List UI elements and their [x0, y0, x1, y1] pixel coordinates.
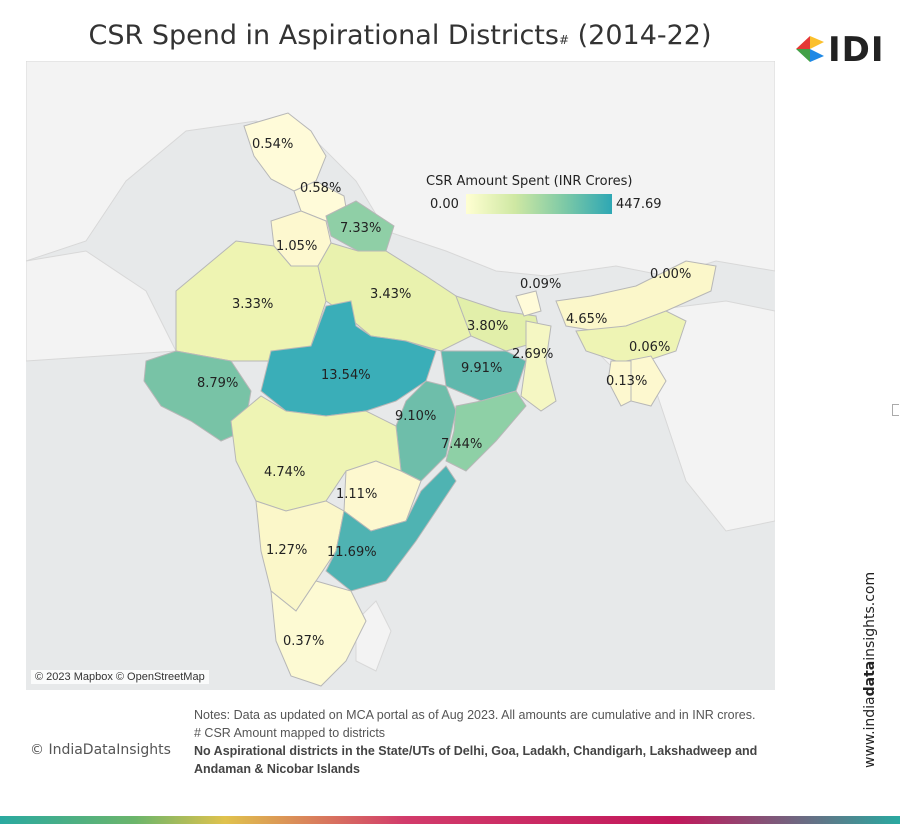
- copyright-text: © IndiaDataInsights: [30, 742, 171, 758]
- legend-max-value: 447.69: [616, 197, 662, 212]
- legend-min-value: 0.00: [430, 197, 459, 212]
- region-label: 0.58%: [300, 181, 342, 196]
- region-label: 7.33%: [340, 221, 382, 236]
- legend-color-scale: [466, 194, 612, 214]
- region-label: 0.37%: [283, 634, 325, 649]
- notes-block: Notes: Data as updated on MCA portal as …: [194, 706, 764, 778]
- region-label: 3.43%: [370, 287, 412, 302]
- title-main: CSR Spend in Aspirational Districts: [88, 20, 559, 51]
- chart-title: CSR Spend in Aspirational Districts# (20…: [0, 20, 800, 51]
- legend-title: CSR Amount Spent (INR Crores): [426, 174, 633, 189]
- note-line-3: No Aspirational districts in the State/U…: [194, 744, 758, 776]
- region-label: 1.27%: [266, 543, 308, 558]
- edge-handle: [892, 404, 899, 416]
- note-line-1: Notes: Data as updated on MCA portal as …: [194, 708, 756, 722]
- region-label: 4.65%: [566, 312, 608, 327]
- region-label: 0.06%: [629, 340, 671, 355]
- region-label: 8.79%: [197, 376, 239, 391]
- region-label: 0.54%: [252, 137, 294, 152]
- site-pre: www.india: [862, 696, 878, 768]
- region-label: 0.09%: [520, 277, 562, 292]
- region-label: 2.69%: [512, 347, 554, 362]
- region-label: 3.80%: [467, 319, 509, 334]
- website-url: www.indiadatainsights.com: [862, 572, 878, 768]
- site-post: insights.com: [862, 571, 878, 661]
- region-label: 9.10%: [395, 409, 437, 424]
- brand-strip: [0, 816, 900, 824]
- region-label: 1.05%: [276, 239, 318, 254]
- map-attribution[interactable]: © 2023 Mapbox © OpenStreetMap: [31, 670, 209, 684]
- region-label: 13.54%: [321, 368, 371, 383]
- title-hash: #: [558, 33, 570, 47]
- region-label: 7.44%: [441, 437, 483, 452]
- region-label: 0.00%: [650, 267, 692, 282]
- map-canvas: [26, 61, 775, 690]
- title-years: (2014-22): [577, 20, 712, 51]
- region-label: 9.91%: [461, 361, 503, 376]
- india-map[interactable]: 0.54% 0.58% 7.33% 1.05% 3.33% 3.43% 0.09…: [26, 61, 775, 690]
- region-label: 4.74%: [264, 465, 306, 480]
- region-label: 1.11%: [336, 487, 378, 502]
- site-bold: data: [862, 660, 878, 697]
- region-label: 11.69%: [327, 545, 377, 560]
- idi-logo: IDI: [796, 30, 884, 70]
- logo-text: IDI: [828, 30, 885, 70]
- note-line-2: # CSR Amount mapped to districts: [194, 726, 386, 740]
- region-label: 3.33%: [232, 297, 274, 312]
- logo-mark-icon: [796, 36, 824, 62]
- region-label: 0.13%: [606, 374, 648, 389]
